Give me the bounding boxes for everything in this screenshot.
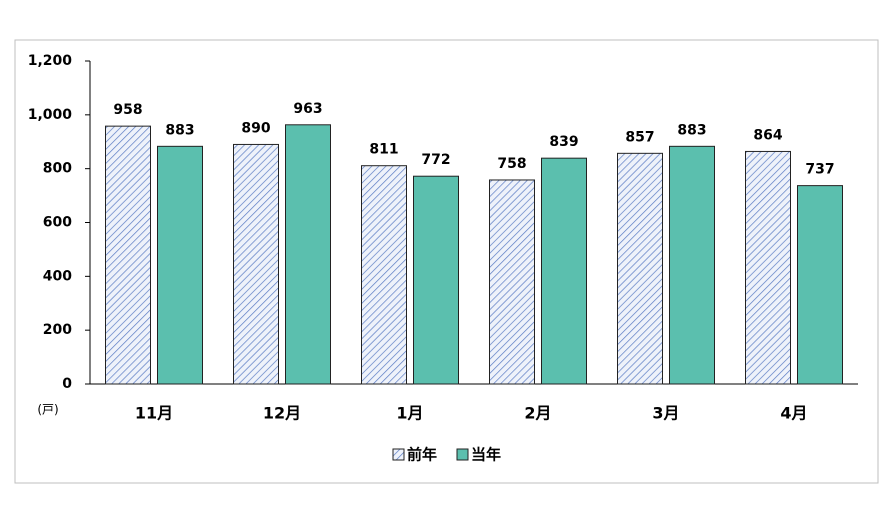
y-tick-label: 600 (43, 215, 72, 231)
bar (541, 157, 587, 385)
bar (233, 143, 279, 385)
bar (285, 124, 331, 385)
x-tick-label: 2月 (524, 404, 551, 423)
data-label: 958 (113, 102, 142, 118)
bar (489, 179, 535, 385)
data-label: 883 (165, 122, 194, 138)
x-tick-label: 12月 (263, 404, 301, 423)
data-label: 890 (241, 120, 270, 136)
bar (413, 175, 459, 385)
legend-label: 当年 (471, 446, 501, 464)
data-label: 857 (625, 129, 654, 145)
x-tick-label: 4月 (780, 404, 807, 423)
data-label: 839 (549, 134, 578, 150)
data-label: 811 (369, 142, 398, 158)
x-tick-label: 3月 (652, 404, 679, 423)
bar (105, 125, 151, 385)
x-tick-label: 11月 (135, 404, 173, 423)
y-tick-label: 1,200 (28, 53, 73, 69)
bar (745, 150, 791, 385)
y-tick-label: 1,000 (28, 107, 73, 123)
legend-label: 前年 (407, 446, 437, 464)
bar (797, 185, 843, 385)
bar (361, 165, 407, 385)
y-tick-label: 0 (62, 376, 72, 392)
x-tick-label: 1月 (396, 404, 423, 423)
data-label: 963 (293, 101, 322, 117)
data-label: 864 (753, 127, 782, 143)
y-tick-label: 800 (43, 161, 72, 177)
y-tick-label: 400 (43, 268, 72, 284)
data-label: 883 (677, 122, 706, 138)
y-tick-label: 200 (43, 322, 72, 338)
data-label: 737 (805, 162, 834, 178)
legend-swatch (456, 448, 469, 461)
y-unit: (戸) (37, 403, 58, 417)
legend-swatch (392, 448, 405, 461)
data-label: 772 (421, 152, 450, 168)
bar (157, 145, 203, 385)
bar (617, 152, 663, 385)
data-label: 758 (497, 156, 526, 172)
bar (669, 145, 715, 385)
